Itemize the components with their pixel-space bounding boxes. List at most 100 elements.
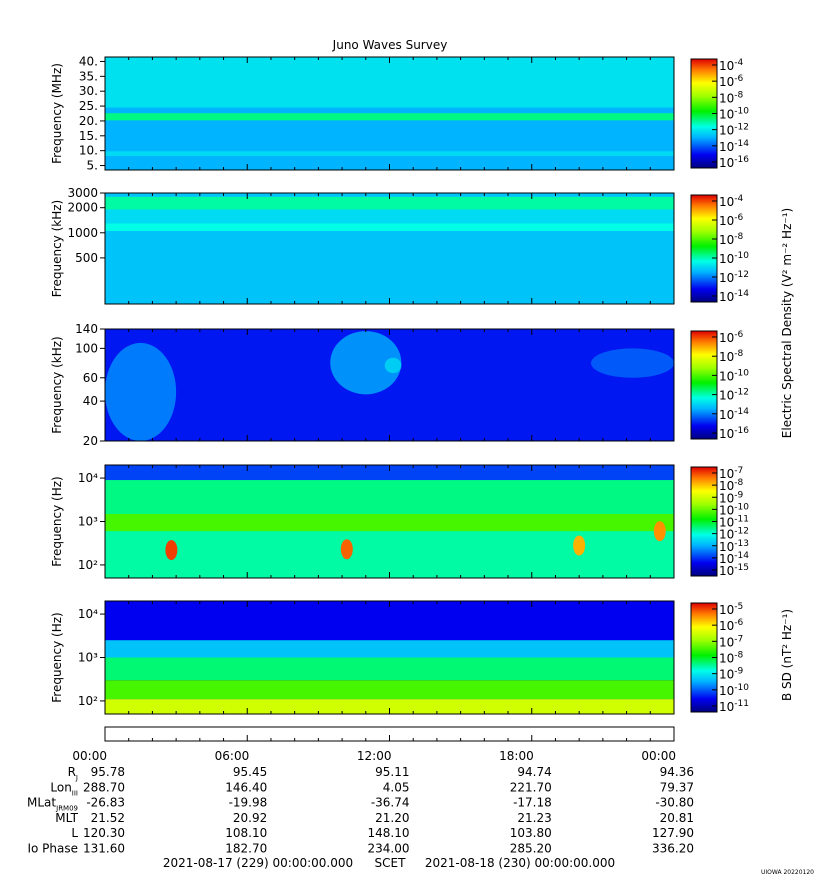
y-axis-label: Frequency (MHz) (50, 63, 64, 164)
colorbar-exponent: -14 (734, 139, 749, 149)
y-axis-label: Frequency (Hz) (50, 476, 64, 567)
y-tick-label: 100 (75, 341, 98, 355)
ephemeris-value: 21.23 (517, 811, 551, 825)
colorbar-tick-label: 10-12 (719, 388, 749, 403)
spectral-band (105, 601, 674, 641)
colorbar-tick-label: 10-6 (719, 330, 744, 345)
ephemeris-value: -30.80 (655, 796, 694, 810)
panel-1: 40.35.30.25.20.15.10.5. Frequency (MHz) (50, 54, 675, 173)
colorbar-exponent: -8 (734, 478, 743, 488)
spectrogram-panels: 40.35.30.25.20.15.10.5. Frequency (MHz) 30… (50, 54, 675, 715)
colorbar-4: 10-710-810-910-1010-1110-1210-1310-1410-… (690, 466, 749, 578)
colorbar-frame (690, 330, 718, 440)
ephemeris-value: 79.37 (660, 780, 694, 794)
y-tick-label: 10² (78, 694, 98, 708)
colorbar-exponent: -8 (734, 651, 743, 661)
colorbar-tick-label: 10-6 (719, 74, 744, 89)
time-label: 18:00 (499, 749, 534, 763)
colorbar-tick-label: 10-15 (719, 563, 749, 578)
spectral-band (105, 209, 674, 224)
ephemeris-value: 285.20 (510, 842, 552, 856)
y-axis-label: Frequency (kHz) (50, 200, 64, 297)
ephemeris-value: 103.80 (510, 826, 552, 840)
ephemeris-value: 95.78 (91, 765, 125, 779)
spectral-band (105, 196, 674, 210)
ephemeris-value: 234.00 (368, 842, 410, 856)
colorbar-tick-label: 10-9 (719, 667, 744, 682)
ephemeris-value: 288.70 (83, 780, 125, 794)
ephemeris-value: -36.74 (371, 796, 410, 810)
spectral-band (105, 680, 674, 700)
y-tick-label: 5. (87, 159, 98, 173)
colorbar-exponent: -10 (734, 683, 749, 693)
ephemeris-value: 95.45 (233, 765, 267, 779)
ephemeris-value: 94.36 (660, 765, 694, 779)
colorbar-exponent: -14 (734, 551, 749, 561)
y-axis-label: Frequency (kHz) (50, 336, 64, 433)
colorbar-exponent: -12 (734, 123, 749, 133)
ephemeris-value: 127.90 (652, 826, 694, 840)
colorbar-exponent: -4 (734, 194, 743, 204)
colorbar-2: 10-4 10-6 10-8 10-10 10-12 10-14 (690, 194, 749, 304)
ephemeris-value: 336.20 (652, 842, 694, 856)
ephemeris-value: 221.70 (510, 780, 552, 794)
figure-title: Juno Waves Survey (332, 38, 448, 52)
ephemeris-row-label: Io Phase (27, 842, 78, 856)
ephemeris-value: 21.52 (91, 811, 125, 825)
y-tick-label: 10³ (78, 515, 98, 529)
emission-hotspot (573, 535, 586, 556)
colorbar-tick-label: 10-8 (719, 349, 744, 364)
colorbar-exponent: -12 (734, 270, 749, 280)
panel-4: 10⁴ 10³ 10² Frequency (Hz) (50, 464, 675, 579)
ephemeris-value: 108.10 (225, 826, 267, 840)
ephemeris-row-label: L (71, 826, 78, 840)
colorbar-exponent: -7 (734, 466, 743, 476)
ephemeris-value: 20.81 (660, 811, 694, 825)
colorbar-exponent: -9 (734, 490, 743, 500)
colorbar-exponent: -8 (734, 232, 743, 242)
colorbar-tick-label: 10-6 (719, 618, 744, 633)
colorbar-exponent: -12 (734, 527, 749, 537)
colorbar-3: 10-6 10-8 10-10 10-12 10-14 10-16 (690, 330, 749, 441)
emission-feature (105, 342, 177, 442)
y-tick-label: 500 (75, 251, 98, 265)
ephemeris-value: 182.70 (225, 842, 267, 856)
emission-feature (330, 331, 402, 395)
colorbar-tick-label: 10-10 (719, 251, 749, 266)
colorbar-exponent: -9 (734, 667, 743, 677)
colorbar-tick-label: 10-14 (719, 139, 749, 154)
colorbar-tick-label: 10-16 (719, 426, 749, 441)
colorbar-tick-label: 10-8 (719, 232, 744, 247)
y-tick-label: 40. (79, 54, 98, 68)
colorbar-tick-label: 10-10 (719, 683, 749, 698)
colorbar-exponent: -6 (734, 74, 743, 84)
colorbar-exponent: -6 (734, 330, 743, 340)
spectral-band (105, 57, 674, 108)
spectral-band (105, 223, 674, 232)
spectral-band (105, 151, 674, 157)
colorbar-tick-label: 10-10 (719, 107, 749, 122)
ephemeris-value: 95.11 (375, 765, 409, 779)
footer-scet: SCET (375, 856, 407, 870)
ephemeris-row-label: RJ (68, 765, 78, 782)
y-tick-label: 3000 (67, 186, 98, 200)
y-tick-label: 10³ (78, 651, 98, 665)
spectral-band (105, 640, 674, 658)
emission-hotspot (340, 539, 353, 560)
time-label: 06:00 (215, 749, 250, 763)
ephemeris-value: 94.74 (517, 765, 551, 779)
colorbar-tick-label: 10-5 (719, 602, 743, 617)
colorbar-tick-label: 10-11 (719, 699, 749, 714)
y-tick-label: 15. (79, 129, 98, 143)
ephemeris-value: 131.60 (83, 842, 125, 856)
ephemeris-value: 146.40 (225, 780, 267, 794)
y-tick-label: 10⁴ (78, 471, 98, 485)
ephemeris-value: 120.30 (83, 826, 125, 840)
ephemeris-value: 4.05 (383, 780, 410, 794)
colorbar-tick-label: 10-14 (719, 407, 749, 422)
y-tick-label: 140 (75, 322, 98, 336)
colorbar-exponent: -13 (734, 539, 749, 549)
emission-feature (384, 357, 402, 374)
